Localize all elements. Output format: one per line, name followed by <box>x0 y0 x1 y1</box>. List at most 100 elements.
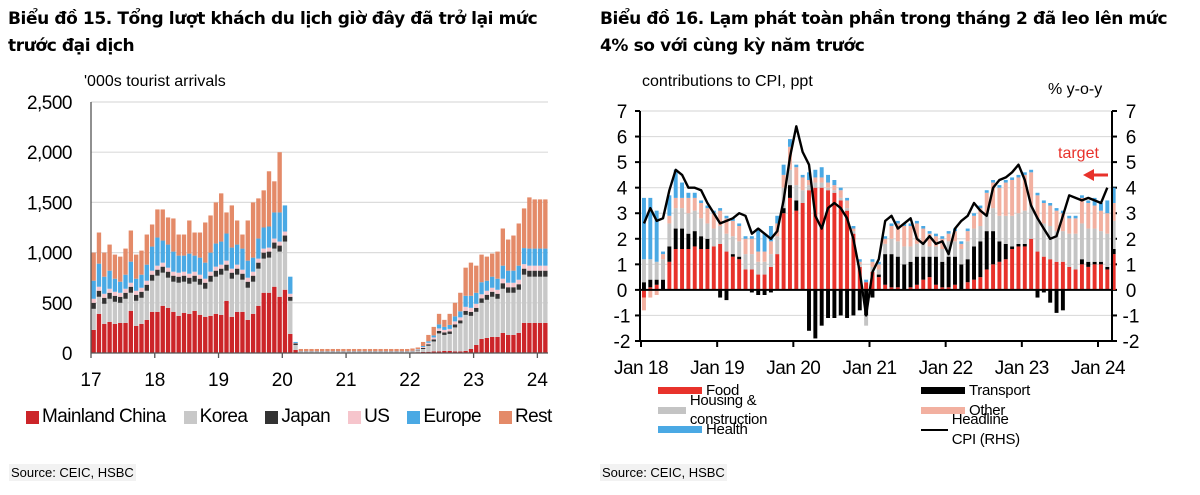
chart16-bar-food <box>1086 266 1091 290</box>
chart15-bar-china <box>245 319 250 353</box>
chart16-bar-housing-construction <box>889 238 894 255</box>
chart16-bar-health <box>1079 195 1084 198</box>
chart16-bar-housing-construction <box>673 208 678 229</box>
chart16-bar-food <box>743 269 748 290</box>
chart16-bar-transport <box>686 233 691 249</box>
chart16-bar-other <box>705 208 710 224</box>
chart15-bar-china <box>229 316 234 353</box>
chart16-bar-transport <box>946 256 951 288</box>
chart16-bar-transport <box>997 241 1002 262</box>
chart16-bar-food <box>699 249 704 290</box>
legend-swatch <box>658 426 702 434</box>
chart15-bar-us <box>484 290 490 295</box>
chart16-legend-item: Housing & construction <box>658 392 783 428</box>
chart15-bar-europe <box>240 248 245 270</box>
chart15-bar-rest <box>330 348 335 352</box>
chart15-bar-japan <box>537 270 543 277</box>
chart16-bar-other <box>724 218 729 234</box>
chart15-bar-korea <box>468 315 474 349</box>
chart15-bar-rest <box>96 232 102 264</box>
chart15-bar-china <box>219 314 224 353</box>
chart15-ytick-label: 0 <box>62 344 72 365</box>
chart16-bar-other <box>807 180 811 186</box>
chart15-bar-rest <box>410 348 415 351</box>
chart15-bar-us <box>112 291 118 296</box>
legend-label: US <box>364 406 390 427</box>
chart15-bar-china <box>139 323 144 353</box>
chart16-bar-other <box>857 261 862 265</box>
chart15-bar-rest <box>458 292 463 312</box>
chart15-bar-korea <box>256 268 261 306</box>
chart15-bar-europe <box>118 281 123 293</box>
chart16-bar-housing-construction <box>972 228 976 247</box>
chart16-bar-housing-construction <box>832 190 837 193</box>
chart16-bar-transport <box>1086 261 1091 267</box>
chart16-bar-food <box>775 254 780 290</box>
chart16-bar-other <box>667 215 672 224</box>
chart16-bar-food <box>972 279 976 290</box>
chart15-bar-us <box>436 328 442 331</box>
chart16-bar-health <box>642 197 646 260</box>
chart15-bar-japan <box>442 332 447 335</box>
chart15-bar-japan <box>468 311 474 316</box>
chart15-bar-korea <box>410 351 415 353</box>
chart16-bar-housing-construction <box>914 243 919 257</box>
chart16-bar-housing-construction <box>756 261 761 275</box>
chart15-bar-korea <box>463 314 468 351</box>
chart16-bar-health <box>724 215 729 219</box>
chart15-bar-rest <box>256 198 261 239</box>
chart15-bar-us <box>266 247 272 252</box>
chart15-bar-us <box>128 282 134 287</box>
chart15-bar-japan <box>516 284 521 290</box>
chart16-bar-transport <box>737 256 742 260</box>
chart15-bar-europe <box>176 255 181 273</box>
chart16-bar-other <box>1092 205 1097 229</box>
legend-label: Food <box>706 382 739 399</box>
chart16-bar-food <box>749 269 754 290</box>
chart15-bar-china <box>288 333 293 353</box>
chart16-ytick-label: 6 <box>617 128 628 149</box>
chart15-bar-us <box>293 342 298 344</box>
chart16-legend-item: Food <box>658 381 783 401</box>
chart16-bar-food <box>1029 238 1034 290</box>
chart15-bar-rest <box>309 348 314 352</box>
chart15-bar-us <box>447 328 452 332</box>
chart16-bar-transport <box>1048 289 1053 303</box>
chart16-bar-transport <box>781 208 786 214</box>
chart16-bar-health <box>1003 180 1008 183</box>
chart15-bar-korea <box>415 350 420 353</box>
chart16-bar-housing-construction <box>648 259 653 280</box>
chart16-y2tick-label: 6 <box>1126 128 1137 149</box>
legend-swatch <box>499 410 512 424</box>
chart16-bar-other <box>1041 203 1046 224</box>
chart15-bar-korea <box>474 311 479 345</box>
chart16-bar-health <box>940 236 945 239</box>
chart16-bar-housing-construction <box>940 249 945 262</box>
chart16-bar-food <box>895 287 900 290</box>
target-annotation: target <box>1058 145 1099 162</box>
chart16-bar-food <box>787 197 792 290</box>
chart15-title: Biểu đồ 15. Tổng lượt khách du lịch giờ … <box>8 9 538 56</box>
chart15-bar-us <box>426 342 431 345</box>
chart16-bar-housing-construction <box>718 226 723 244</box>
chart15-bar-europe <box>112 278 118 292</box>
chart16-y2tick-label: 1 <box>1126 255 1137 276</box>
legend-label: Health <box>706 421 748 438</box>
chart15-bar-us <box>479 294 484 299</box>
chart15-bar-us <box>505 282 511 288</box>
chart15-bar-china <box>261 292 266 353</box>
chart15-legend-item: Japan <box>265 406 331 428</box>
chart16-ytick-label: 3 <box>617 204 628 225</box>
chart15-bar-korea <box>288 300 293 334</box>
chart16-bar-health <box>984 190 989 193</box>
chart15-bar-korea <box>399 351 405 353</box>
chart15-bar-us <box>123 288 128 293</box>
chart15-xtick-label: 24 <box>527 370 549 391</box>
chart15-bar-china <box>293 349 298 353</box>
chart15-bar-korea <box>304 351 309 353</box>
chart16-bar-health <box>959 241 964 244</box>
chart15-bar-korea <box>532 276 537 323</box>
chart16-bar-health <box>1092 197 1097 206</box>
chart16-bar-food <box>686 249 691 290</box>
